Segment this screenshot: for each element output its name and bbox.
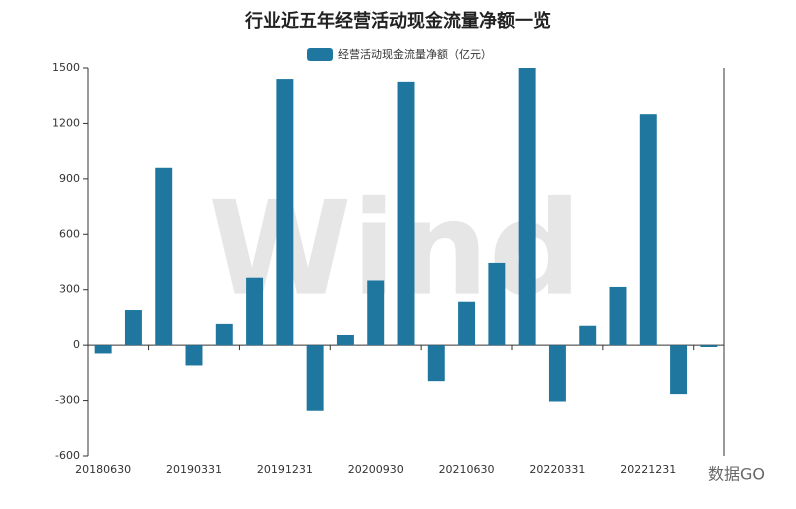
x-tick-label: 20190331 (166, 463, 222, 476)
y-tick-label: 1500 (52, 61, 80, 74)
x-tick-label: 20221231 (620, 463, 676, 476)
x-tick-label: 20191231 (257, 463, 313, 476)
bar (488, 262, 506, 346)
bar (124, 310, 142, 346)
legend-label: 经营活动现金流量净额（亿元） (338, 47, 492, 61)
bar (518, 68, 536, 346)
bar (458, 301, 476, 346)
y-tick-label: 0 (73, 338, 80, 351)
y-tick-label: 300 (59, 283, 80, 296)
chart-title: 行业近五年经营活动现金流量净额一览 (244, 10, 551, 32)
bar (609, 286, 627, 346)
legend-swatch (307, 48, 333, 61)
bar (548, 345, 566, 402)
y-tick-label: -300 (55, 394, 80, 407)
bar (367, 280, 385, 346)
y-tick-label: 900 (59, 172, 80, 185)
x-tick-label: 20210630 (439, 463, 495, 476)
x-tick-label: 20220331 (529, 463, 585, 476)
bar (579, 325, 597, 346)
x-tick-label: 20180630 (75, 463, 131, 476)
bar (427, 345, 445, 382)
y-tick-label: 1200 (52, 116, 80, 129)
bar (639, 114, 657, 346)
bar (246, 277, 264, 346)
x-tick-label: 20200930 (348, 463, 404, 476)
bar (185, 345, 203, 366)
bar (397, 81, 415, 346)
bar (670, 345, 688, 395)
bar (306, 345, 324, 411)
bar (276, 79, 294, 346)
bar (700, 345, 718, 347)
source-mark: 数据GO (708, 465, 765, 484)
bar (94, 345, 112, 354)
bar (155, 167, 173, 346)
y-tick-label: -600 (55, 449, 80, 462)
bar (215, 323, 233, 346)
bar (336, 334, 354, 346)
y-tick-label: 600 (59, 227, 80, 240)
